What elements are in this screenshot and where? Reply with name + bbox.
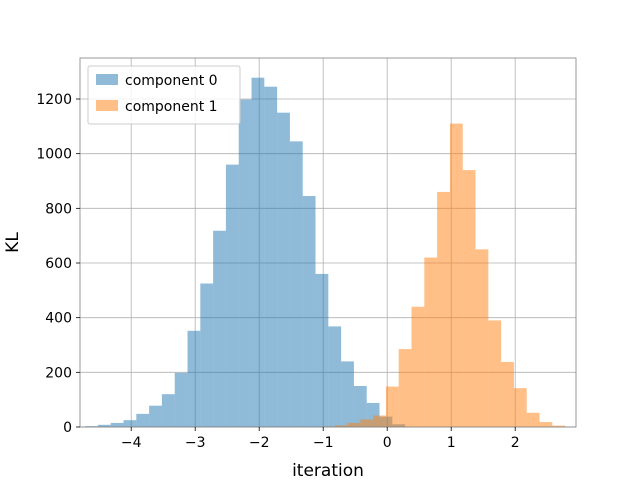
histogram-bar	[539, 422, 553, 427]
histogram-bar	[200, 283, 214, 427]
histogram-bar	[424, 257, 438, 427]
histogram-bar	[328, 326, 342, 427]
x-tick-label: −4	[121, 435, 142, 451]
histogram-bar	[238, 99, 252, 428]
histogram-bar	[110, 422, 124, 427]
histogram-bars	[85, 77, 566, 428]
y-axis-title: KL	[3, 232, 23, 253]
histogram-bar	[501, 361, 514, 427]
legend-box	[87, 65, 241, 125]
y-tick-label: 0	[63, 420, 72, 436]
histogram-bar	[277, 112, 290, 428]
histogram-bar	[360, 419, 374, 427]
histogram-bar	[187, 330, 201, 427]
y-tick-label: 600	[45, 256, 72, 272]
histogram-bar	[149, 405, 162, 427]
histogram-bar	[289, 141, 303, 427]
histogram-bar	[513, 388, 527, 427]
histogram-bar	[373, 415, 386, 427]
histogram-bar	[437, 191, 450, 427]
series-0-bars	[85, 77, 406, 428]
histogram-bar	[315, 273, 329, 427]
histogram-bar	[488, 320, 502, 427]
legend-swatch-component-1	[96, 100, 118, 111]
x-tick-label: −2	[249, 435, 270, 451]
legend: component 0 component 1	[87, 65, 241, 125]
histogram-bar	[264, 86, 278, 427]
histogram-bar	[302, 196, 316, 427]
axis-ticks: −4 −3 −2 −1 0 1 2 0 200 400 600 800 1000 1200	[36, 92, 519, 451]
x-tick-label: 0	[383, 435, 392, 451]
y-tick-label: 400	[45, 311, 72, 327]
histogram-bar	[213, 230, 226, 427]
histogram-bar	[123, 420, 137, 427]
y-tick-label: 200	[45, 365, 72, 381]
histogram-bar	[475, 249, 489, 427]
histogram-bar	[251, 77, 265, 428]
x-tick-label: −1	[313, 435, 334, 451]
y-tick-label: 1200	[36, 92, 72, 108]
histogram-bar	[334, 425, 348, 427]
histogram-bar	[449, 123, 463, 427]
x-tick-label: 1	[447, 435, 456, 451]
histogram-bar	[161, 394, 175, 427]
histogram-bar	[347, 422, 361, 427]
histogram-bar	[174, 372, 188, 427]
histogram-bar	[526, 412, 540, 427]
legend-swatch-component-0	[96, 74, 118, 85]
x-tick-label: 2	[511, 435, 520, 451]
y-tick-label: 1000	[36, 147, 72, 163]
x-tick-label: −3	[185, 435, 206, 451]
x-axis-title: iteration	[292, 461, 364, 480]
y-tick-label: 800	[45, 201, 72, 217]
legend-label-component-1: component 1	[125, 99, 218, 115]
histogram-bar	[341, 361, 354, 427]
histogram-bar	[225, 164, 239, 427]
histogram-bar	[85, 426, 98, 427]
histogram-bar	[462, 170, 476, 428]
histogram-bar	[136, 413, 150, 427]
series-1-bars	[321, 123, 566, 428]
histogram-bar	[398, 349, 412, 427]
histogram-bar	[97, 424, 111, 427]
histogram-bar	[353, 386, 367, 427]
histogram-bar	[411, 306, 425, 427]
histogram-bar	[552, 425, 566, 427]
legend-label-component-0: component 0	[125, 73, 218, 89]
histogram-bar	[385, 386, 399, 427]
plot-frame	[79, 57, 577, 428]
